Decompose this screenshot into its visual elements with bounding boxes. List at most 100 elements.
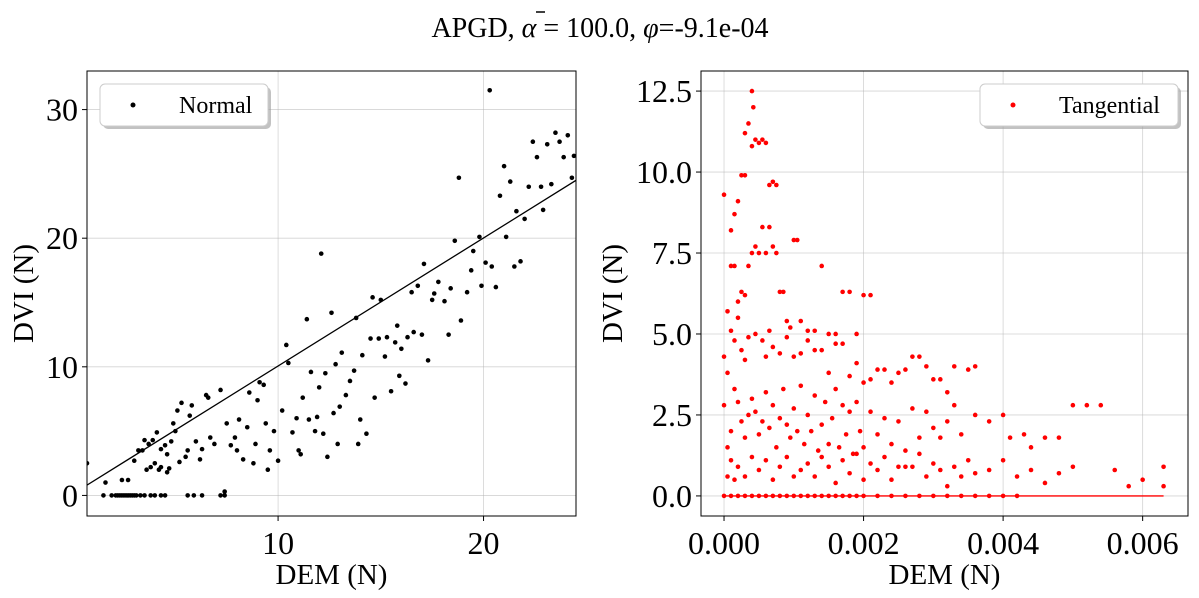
data-point	[819, 263, 825, 269]
data-point	[805, 338, 811, 343]
data-point	[739, 347, 744, 353]
data-point	[732, 386, 737, 392]
data-point	[185, 493, 190, 498]
data-point	[742, 292, 748, 298]
data-point	[760, 137, 765, 142]
data-point	[840, 402, 845, 408]
data-point	[732, 338, 737, 343]
data-point	[728, 457, 734, 463]
data-point	[931, 425, 936, 431]
data-point	[470, 248, 476, 254]
data-point	[234, 448, 240, 453]
data-point	[142, 493, 147, 498]
data-point	[403, 381, 408, 386]
data-point	[770, 179, 776, 185]
data-point	[109, 493, 114, 498]
data-point	[1042, 480, 1048, 486]
data-point	[777, 464, 783, 470]
data-point	[735, 493, 741, 499]
data-point	[101, 493, 106, 498]
data-point	[840, 341, 845, 347]
data-point	[339, 350, 345, 355]
data-point	[173, 428, 178, 434]
data-point	[951, 364, 957, 369]
y-tick-label: 10	[46, 349, 78, 385]
data-point	[518, 259, 523, 264]
data-point	[1028, 467, 1034, 473]
data-point	[255, 397, 260, 403]
data-point	[263, 421, 269, 426]
data-point	[271, 428, 277, 434]
data-point	[760, 419, 765, 424]
data-point	[382, 354, 388, 359]
data-point	[353, 315, 359, 321]
data-point	[261, 382, 266, 388]
data-point	[452, 238, 458, 244]
data-point	[522, 216, 527, 222]
data-point	[1070, 464, 1076, 470]
data-point	[854, 493, 859, 499]
data-point	[910, 406, 915, 411]
data-point	[162, 493, 168, 498]
data-point	[370, 295, 375, 300]
data-point	[826, 370, 831, 376]
legend: Normal	[99, 83, 271, 129]
data-point	[721, 192, 727, 198]
data-point	[503, 234, 509, 240]
data-point	[425, 358, 431, 363]
data-point	[917, 451, 922, 457]
data-point	[760, 338, 765, 343]
data-point	[1042, 435, 1048, 440]
data-point	[392, 340, 398, 345]
x-tick-label: 0.000	[688, 525, 760, 561]
data-point	[833, 386, 838, 392]
data-point	[767, 425, 772, 431]
data-point	[774, 182, 779, 188]
data-point	[889, 441, 894, 447]
data-point	[742, 435, 748, 440]
data-point	[224, 421, 230, 426]
data-point	[448, 286, 453, 291]
data-point	[431, 291, 437, 296]
data-point	[144, 467, 149, 472]
data-point	[749, 396, 755, 402]
x-axis-label: DEM (N)	[889, 559, 1001, 591]
data-point	[721, 354, 727, 359]
data-point	[728, 328, 734, 334]
data-point	[751, 104, 756, 110]
data-point	[951, 464, 957, 470]
data-point	[191, 493, 197, 498]
data-point	[199, 493, 205, 498]
data-point	[394, 323, 400, 328]
data-point	[436, 279, 441, 285]
data-point	[125, 477, 131, 483]
data-point	[323, 370, 328, 376]
data-point	[399, 346, 404, 352]
data-point	[791, 406, 797, 411]
data-point	[861, 493, 866, 499]
plot-area	[721, 88, 1166, 499]
x-tick-label: 0.004	[967, 525, 1039, 561]
data-point	[808, 428, 814, 434]
data-point	[746, 334, 751, 340]
plot-area	[87, 87, 576, 498]
data-point	[164, 469, 170, 475]
legend-box	[99, 83, 269, 127]
data-point	[938, 467, 943, 473]
data-point	[136, 448, 141, 453]
data-point	[87, 460, 90, 466]
data-point	[240, 457, 246, 462]
data-point	[850, 451, 856, 457]
data-point	[199, 446, 205, 452]
data-point	[228, 442, 234, 448]
data-point	[931, 493, 936, 499]
data-point	[777, 289, 783, 295]
data-point	[770, 402, 776, 408]
data-point	[244, 424, 250, 430]
data-point	[218, 493, 223, 498]
data-point	[788, 435, 793, 440]
data-point	[142, 437, 147, 443]
data-point	[187, 413, 193, 418]
data-point	[728, 228, 734, 233]
y-tick-label: 0	[62, 477, 78, 513]
